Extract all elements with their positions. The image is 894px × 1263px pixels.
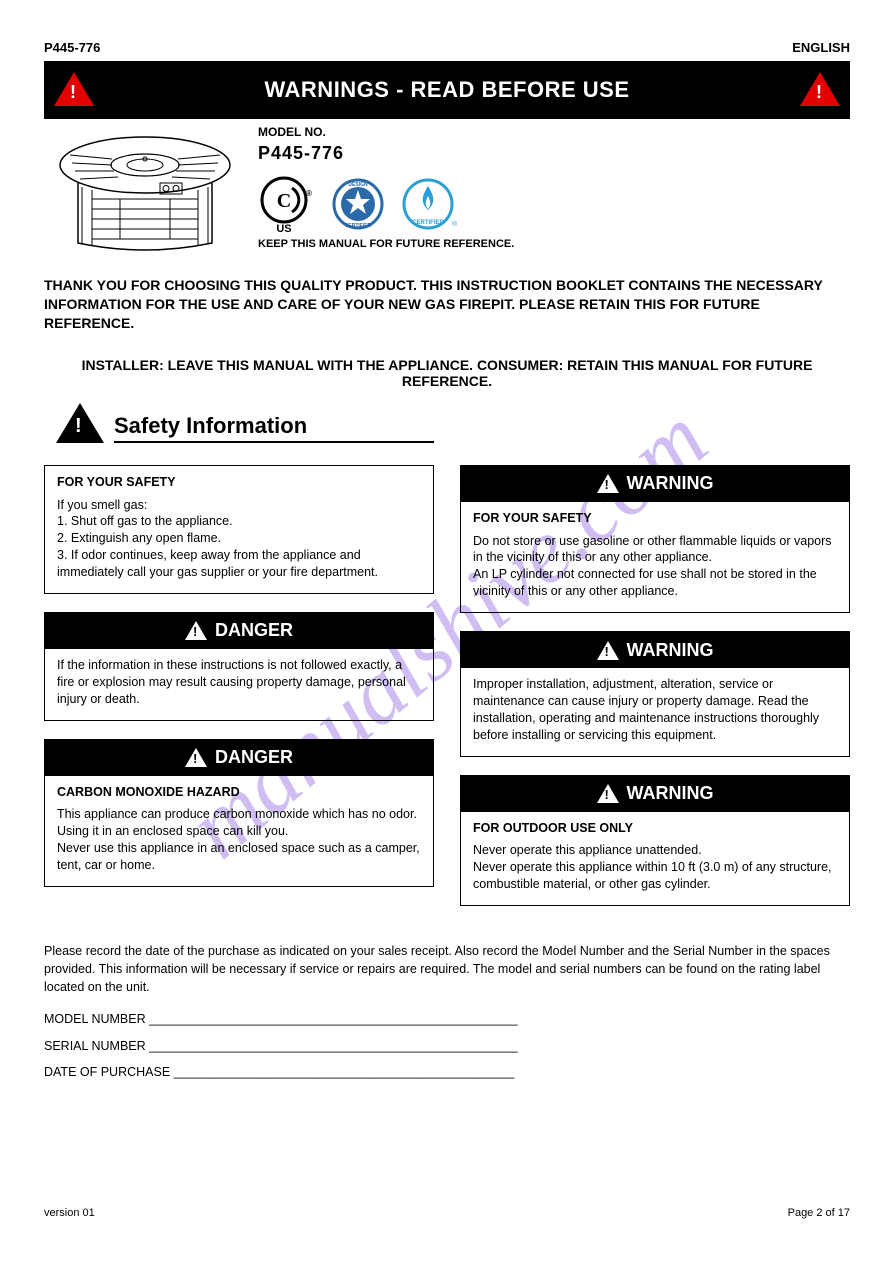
svg-text:C: C (277, 190, 291, 212)
box-subtitle: FOR YOUR SAFETY (57, 474, 421, 491)
purchase-date-field: DATE OF PURCHASE _______________________… (44, 1063, 850, 1081)
box-head-text: WARNING (627, 783, 714, 804)
box-subtitle: FOR OUTDOOR USE ONLY (473, 820, 837, 837)
box-subtitle: FOR YOUR SAFETY (473, 510, 837, 527)
keep-manual-msg: KEEP THIS MANUAL FOR FUTURE REFERENCE. (258, 238, 850, 250)
page-container: P445-776 ENGLISH WARNINGS - READ BEFORE … (0, 0, 894, 1081)
model-code-top: P445-776 (44, 40, 100, 55)
box-head-text: WARNING (627, 640, 714, 661)
svg-text:DESIGN: DESIGN (348, 182, 368, 188)
alert-triangle-icon (56, 403, 104, 443)
box-body-text: Do not store or use gasoline or other fl… (473, 533, 837, 601)
flame-cert-icon: CERTIFIED ® (398, 174, 458, 234)
model-number: P445-776 (258, 143, 850, 164)
box-body-text: If the information in these instructions… (57, 657, 421, 708)
safety-box: FOR YOUR SAFETY If you smell gas: 1. Shu… (44, 465, 434, 594)
left-column: FOR YOUR SAFETY If you smell gas: 1. Shu… (44, 465, 434, 924)
warning-triangle-icon (800, 72, 840, 106)
svg-text:US: US (276, 223, 291, 234)
box-head-text: DANGER (215, 747, 293, 768)
product-text-block: MODEL NO. P445-776 C ® US DESIGN CERTIFI… (240, 125, 850, 260)
page-footer: version 01 Page 2 of 17 (44, 1207, 850, 1219)
box-body-text: Improper installation, adjustment, alter… (473, 676, 837, 744)
warning-box: WARNING FOR YOUR SAFETY Do not store or … (460, 465, 850, 613)
csa-cert-icon: C ® US (258, 174, 318, 234)
product-illustration (50, 125, 240, 260)
alert-triangle-icon (597, 784, 619, 803)
version-text: version 01 (44, 1207, 95, 1219)
alert-triangle-icon (185, 621, 207, 640)
serial-section: Please record the date of the purchase a… (44, 942, 850, 1081)
model-prefix: MODEL NO. (258, 125, 850, 139)
svg-text:®: ® (452, 220, 458, 228)
right-column: WARNING FOR YOUR SAFETY Do not store or … (460, 465, 850, 924)
box-head-text: DANGER (215, 620, 293, 641)
page-number: Page 2 of 17 (788, 1207, 850, 1219)
product-info-row: MODEL NO. P445-776 C ® US DESIGN CERTIFI… (44, 125, 850, 260)
warning-banner: WARNINGS - READ BEFORE USE (44, 61, 850, 119)
banner-text: WARNINGS - READ BEFORE USE (264, 77, 629, 103)
warning-box: WARNING FOR OUTDOOR USE ONLY Never opera… (460, 775, 850, 907)
safety-heading: Safety Information (114, 413, 434, 443)
language-label: ENGLISH (792, 40, 850, 55)
svg-text:®: ® (306, 189, 312, 198)
box-body-text: This appliance can produce carbon monoxi… (57, 806, 421, 874)
warning-triangle-icon (54, 72, 94, 106)
danger-box: DANGER If the information in these instr… (44, 612, 434, 721)
warning-box: WARNING Improper installation, adjustmen… (460, 631, 850, 757)
certification-row: C ® US DESIGN CERTIFIED CERTIFIED (258, 174, 850, 234)
svg-text:CERTIFIED: CERTIFIED (345, 223, 372, 229)
box-head-text: WARNING (627, 473, 714, 494)
warning-columns: FOR YOUR SAFETY If you smell gas: 1. Shu… (44, 465, 850, 924)
thank-you-text: THANK YOU FOR CHOOSING THIS QUALITY PROD… (44, 276, 850, 333)
alert-triangle-icon (185, 748, 207, 767)
retain-instruction: INSTALLER: LEAVE THIS MANUAL WITH THE AP… (44, 357, 850, 389)
alert-triangle-icon (597, 474, 619, 493)
design-cert-icon: DESIGN CERTIFIED (328, 174, 388, 234)
box-subtitle: CARBON MONOXIDE HAZARD (57, 784, 421, 801)
box-body-text: If you smell gas: 1. Shut off gas to the… (57, 497, 421, 581)
alert-triangle-icon (597, 641, 619, 660)
safety-heading-row: Safety Information (44, 403, 850, 443)
box-body-text: Never operate this appliance unattended.… (473, 842, 837, 893)
svg-text:CERTIFIED: CERTIFIED (412, 220, 444, 226)
top-header-line: P445-776 ENGLISH (44, 40, 850, 55)
serial-intro: Please record the date of the purchase a… (44, 942, 850, 996)
model-number-field: MODEL NUMBER ___________________________… (44, 1010, 850, 1028)
serial-number-field: SERIAL NUMBER __________________________… (44, 1037, 850, 1055)
danger-box: DANGER CARBON MONOXIDE HAZARD This appli… (44, 739, 434, 887)
